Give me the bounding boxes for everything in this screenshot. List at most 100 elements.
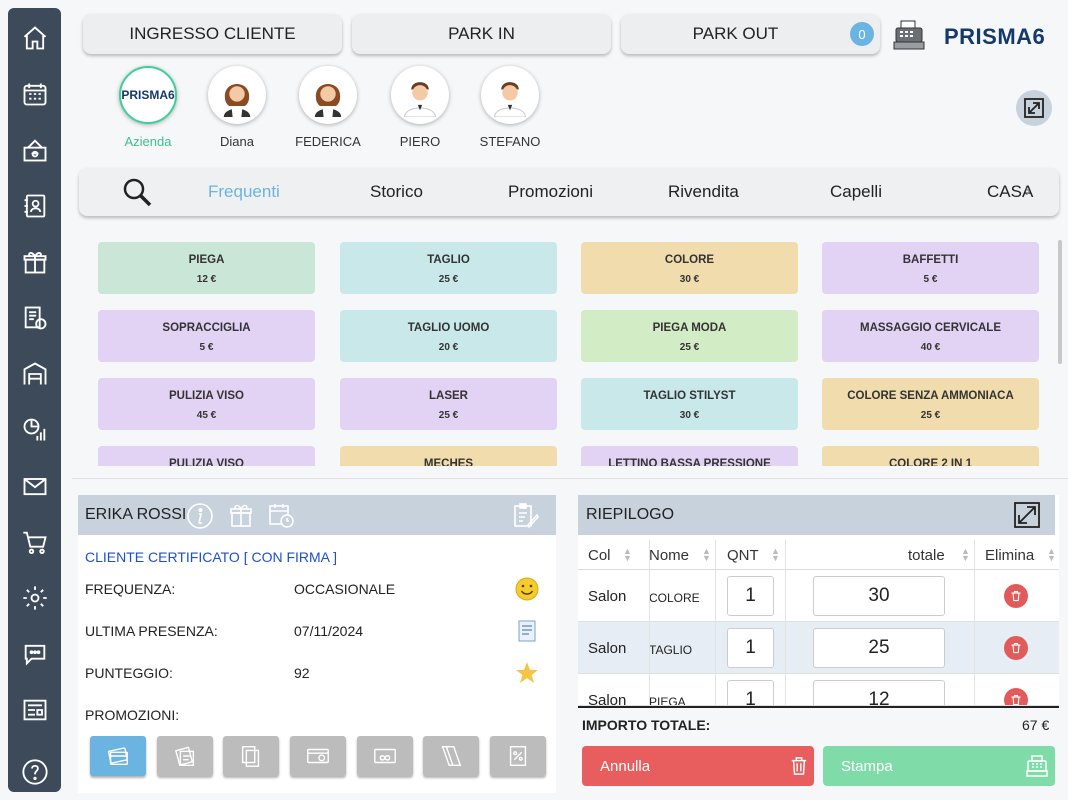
quantity-input[interactable]: 1	[727, 576, 774, 616]
service-tile[interactable]: COLORE 2 IN 1	[822, 446, 1039, 466]
chat-icon[interactable]	[19, 638, 50, 669]
last-visit-value: 07/11/2024	[294, 623, 364, 639]
promo-discount-button[interactable]	[490, 736, 546, 776]
service-tile[interactable]: TAGLIO STILYST 30 €	[581, 378, 798, 430]
summary-title: RIEPILOGO	[586, 506, 675, 523]
ingresso-cliente-button[interactable]: INGRESSO CLIENTE	[83, 14, 342, 54]
calendar-clock-icon[interactable]	[267, 501, 295, 534]
staff-federica[interactable]: FEDERICA	[288, 66, 368, 149]
delete-row-button[interactable]	[1004, 636, 1028, 660]
sort-icon[interactable]: ▲ ▼	[961, 546, 970, 563]
tab-casa[interactable]: CASA	[987, 182, 1034, 201]
info-icon[interactable]	[186, 502, 214, 535]
summary-row[interactable]: Salon TAGLIO 1 25	[578, 622, 1059, 674]
tab-capelli[interactable]: Capelli	[830, 182, 882, 201]
service-name: TAGLIO STILYST	[643, 390, 736, 402]
col-header-totale[interactable]: totale	[908, 546, 945, 564]
promo-voucher-button[interactable]	[157, 736, 213, 776]
total-input[interactable]: 12	[813, 680, 945, 705]
delete-row-button[interactable]	[1004, 584, 1028, 608]
warehouse-icon[interactable]	[19, 358, 50, 389]
summary-row[interactable]: Salon PIEGA 1 12	[578, 674, 1059, 706]
calendar-icon[interactable]	[19, 78, 50, 109]
summary-row[interactable]: Salon COLORE 1 30	[578, 570, 1059, 622]
services-scrollbar[interactable]	[1058, 240, 1062, 364]
quantity-input[interactable]: 1	[727, 628, 774, 668]
clipboard-edit-icon[interactable]	[511, 501, 539, 534]
sort-icon[interactable]: ▲ ▼	[702, 546, 711, 563]
sort-icon[interactable]: ▲ ▼	[771, 546, 780, 563]
service-tile[interactable]: LETTINO BASSA PRESSIONE	[581, 446, 798, 466]
col-header-col[interactable]: Col	[588, 546, 611, 564]
promo-card-button[interactable]	[90, 736, 146, 776]
row-col: Salon	[588, 692, 627, 706]
cart-icon[interactable]	[19, 526, 50, 557]
mail-icon[interactable]	[19, 470, 50, 501]
total-input[interactable]: 30	[813, 576, 945, 616]
service-tile[interactable]: COLORE 30 €	[581, 242, 798, 294]
service-tile[interactable]: SOPRACCIGLIA 5 €	[98, 310, 315, 362]
col-header-qnt[interactable]: QNT	[727, 546, 759, 564]
help-icon[interactable]	[19, 756, 50, 787]
staff-stefano[interactable]: STEFANO	[470, 66, 550, 149]
staff-diana[interactable]: Diana	[197, 66, 277, 149]
park-in-button[interactable]: PARK IN	[352, 14, 611, 54]
tab-promozioni[interactable]: Promozioni	[508, 182, 594, 201]
col-header-nome[interactable]: Nome	[649, 546, 690, 564]
park-out-count-badge: 0	[850, 22, 874, 46]
tab-frequenti[interactable]: Frequenti	[208, 182, 280, 201]
promo-giftcard-button[interactable]	[290, 736, 346, 776]
total-label: IMPORTO TOTALE:	[582, 717, 711, 733]
promo-pages-button[interactable]	[223, 736, 279, 776]
expand-icon[interactable]	[1013, 501, 1041, 534]
expand-icon[interactable]	[1016, 90, 1052, 126]
service-tile[interactable]: PIEGA 12 €	[98, 242, 315, 294]
park-out-button[interactable]: PARK OUT 0	[621, 14, 880, 54]
service-tile[interactable]: MECHES	[340, 446, 557, 466]
document-icon	[516, 619, 538, 648]
service-tile[interactable]: MASSAGGIO CERVICALE 40 €	[822, 310, 1039, 362]
star-icon	[514, 660, 540, 691]
cancel-button[interactable]: Annulla	[582, 746, 814, 786]
quantity-input[interactable]: 1	[727, 680, 774, 705]
tab-rivendita[interactable]: Rivendita	[668, 182, 739, 201]
search-icon[interactable]	[121, 176, 153, 213]
service-tile[interactable]: TAGLIO 25 €	[340, 242, 557, 294]
home-icon[interactable]	[19, 22, 50, 53]
service-tile[interactable]: PULIZIA VISO	[98, 446, 315, 466]
last-visit-label: ULTIMA PRESENZA:	[85, 623, 218, 639]
delete-row-button[interactable]	[1004, 688, 1028, 705]
service-tile[interactable]: PULIZIA VISO 45 €	[98, 378, 315, 430]
sort-icon[interactable]: ▲ ▼	[623, 546, 632, 563]
category-tabs: Frequenti Storico Promozioni Rivendita C…	[79, 168, 1059, 216]
total-input[interactable]: 25	[813, 628, 945, 668]
services-grid: PIEGA 12 € TAGLIO 25 € COLORE 30 € BAFFETTI 5 €…	[78, 228, 1054, 466]
service-tile[interactable]: TAGLIO UOMO 20 €	[340, 310, 557, 362]
print-button[interactable]: Stampa	[823, 746, 1055, 786]
gift-icon[interactable]	[19, 246, 50, 277]
summary-header: RIEPILOGO	[578, 495, 1055, 535]
address-book-icon[interactable]	[19, 190, 50, 221]
chevron-right-icon[interactable]: ›	[1025, 181, 1031, 200]
statistics-icon[interactable]	[19, 414, 50, 445]
cash-register-icon[interactable]	[892, 18, 926, 52]
tab-storico[interactable]: Storico	[370, 182, 423, 201]
settings-icon[interactable]	[19, 582, 50, 613]
service-tile[interactable]: COLORE SENZA AMMONIACA 25 €	[822, 378, 1039, 430]
promo-ticket-button[interactable]	[423, 736, 479, 776]
client-certified-link[interactable]: CLIENTE CERTIFICATO [ CON FIRMA ]	[85, 549, 338, 565]
col-header-elimina[interactable]: Elimina	[985, 546, 1035, 564]
gift-icon[interactable]	[227, 501, 255, 534]
staff-piero[interactable]: PIERO	[380, 66, 460, 149]
service-tile[interactable]: LASER 25 €	[340, 378, 557, 430]
staff-azienda[interactable]: PRISMA6 Azienda	[108, 66, 188, 149]
sort-icon[interactable]: ▲ ▼	[1047, 546, 1056, 563]
promo-subscription-button[interactable]	[357, 736, 413, 776]
column-divider	[715, 540, 716, 706]
service-tile[interactable]: BAFFETTI 5 €	[822, 242, 1039, 294]
service-tile[interactable]: PIEGA MODA 25 €	[581, 310, 798, 362]
news-icon[interactable]	[19, 694, 50, 725]
cash-register-icon[interactable]	[19, 134, 50, 165]
cancel-label: Annulla	[600, 757, 651, 775]
invoice-icon[interactable]	[19, 302, 50, 333]
